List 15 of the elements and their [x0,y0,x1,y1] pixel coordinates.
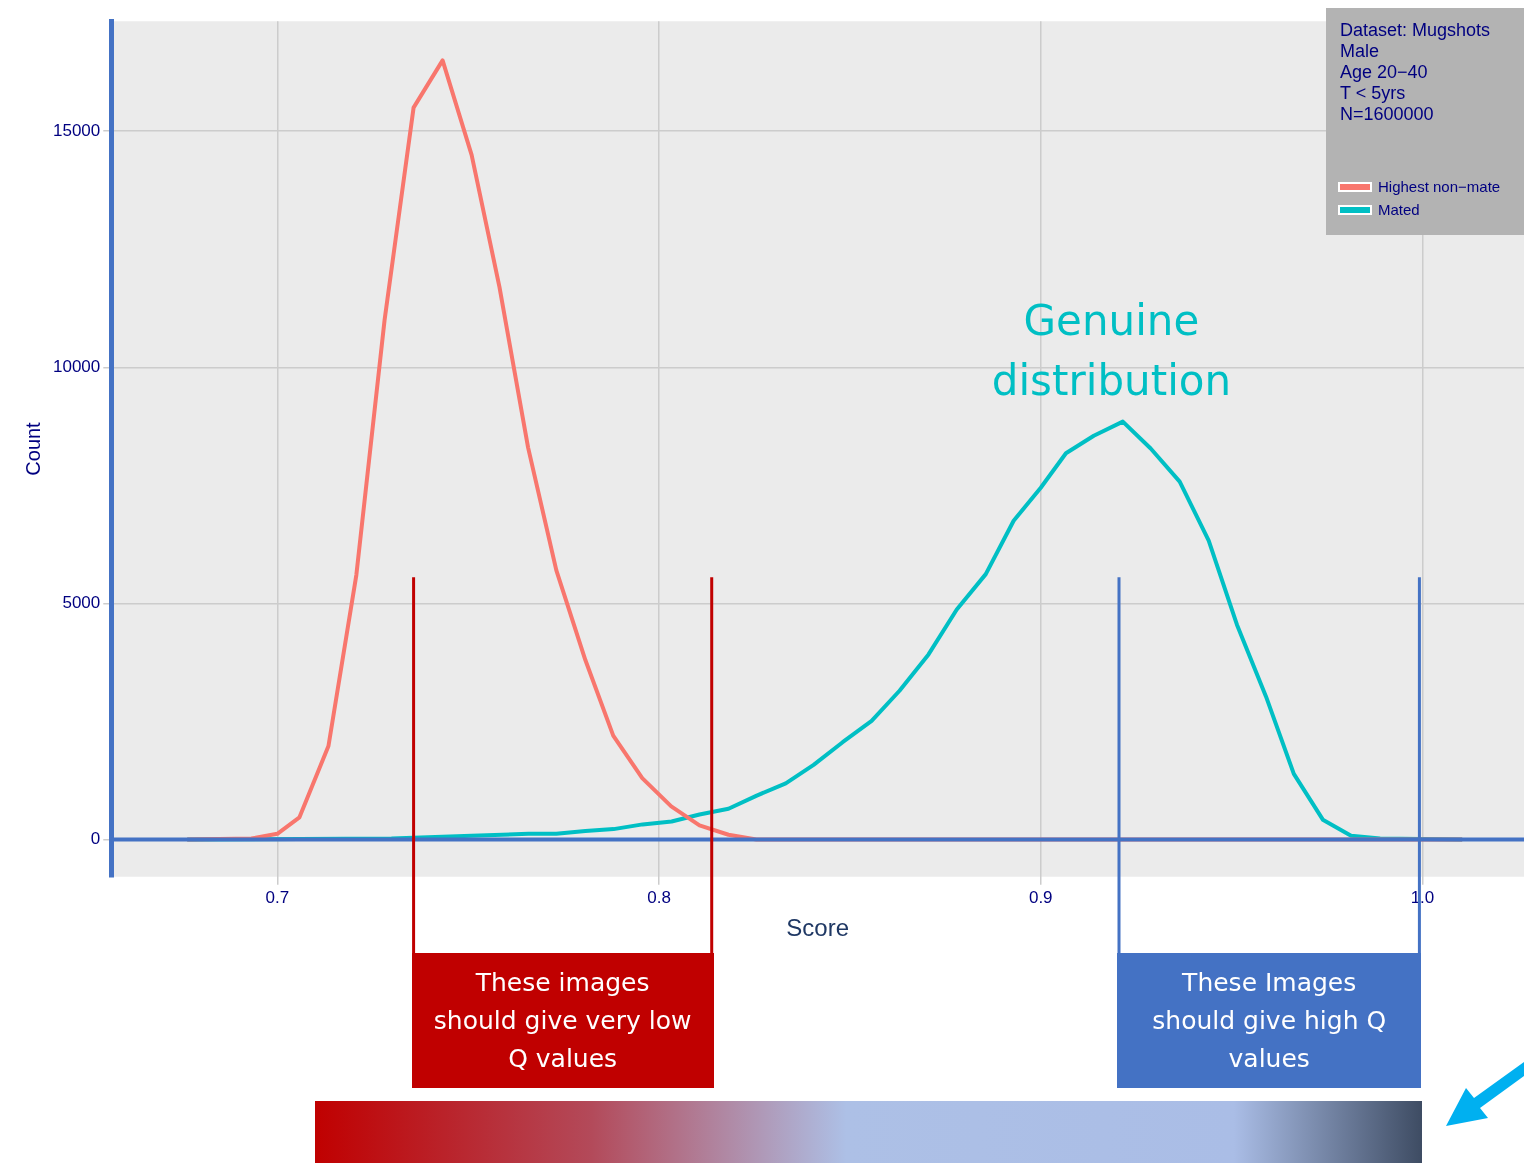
legend-label: Highest non−mate [1378,177,1501,197]
x-tick-label: 0.9 [1028,887,1053,907]
y-tick-label: 5000 [62,593,101,613]
ref-line-label: These images should give very low Q values [411,953,714,1088]
y-tick-label: 0 [90,829,101,849]
x-tick-label: 0.8 [647,887,671,907]
y-axis-title: Count [21,421,44,476]
x-tick-label: 0.7 [265,887,290,907]
annotation: Genuine distribution [990,295,1233,408]
y-tick-label: 10000 [52,357,101,376]
legend-title: Dataset: Mugshots Male Age 20−40 T < 5yrs N=1600000 [1340,20,1492,125]
ref-line-label: These Images should give high Q values [1117,953,1422,1088]
legend-label: Mated [1378,200,1420,220]
y-tick-label: 15000 [52,120,101,140]
x-axis-title: Score [786,914,849,942]
